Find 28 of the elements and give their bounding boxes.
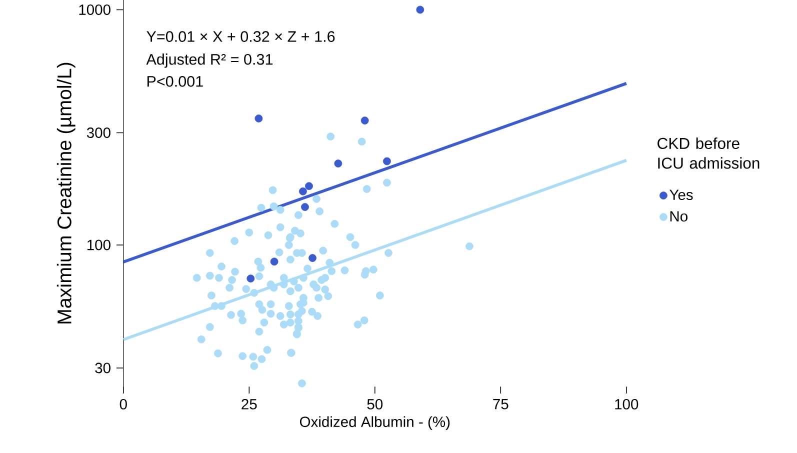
legend-title: CKD before ICU admission: [658, 138, 760, 169]
y-tick-label: 1000: [79, 4, 110, 16]
legend-label: No: [670, 211, 688, 222]
x-tick-label: 50: [367, 399, 383, 410]
x-tick-label: 75: [493, 399, 508, 410]
point: [416, 6, 424, 14]
y-axis-title: Maximium Creatinine (µmol/L): [56, 63, 76, 324]
y-tick-label: 100: [87, 240, 110, 250]
point: [305, 182, 313, 190]
point: [360, 116, 369, 125]
annotation: P<0.001: [147, 76, 203, 87]
legend-label: Yes: [670, 190, 693, 200]
x-tick-label: 25: [242, 399, 257, 410]
point: [301, 203, 309, 212]
point: [383, 157, 391, 166]
x-tick-label: 0: [120, 399, 127, 410]
point: [308, 254, 316, 262]
annotation: Adjusted R² = 0.31: [146, 54, 272, 68]
point: [246, 274, 255, 283]
point: [270, 258, 278, 266]
point: [334, 160, 342, 168]
y-tick-label: 300: [86, 128, 110, 138]
point: [299, 188, 307, 196]
point: [254, 114, 263, 123]
y-tick-label: 30: [95, 362, 110, 374]
x-tick-label: 100: [615, 399, 638, 410]
annotation: Y=0.01 × X + 0.32 × Z + 1.6: [146, 31, 335, 42]
x-axis-title: Oxidized Albumin - (%): [300, 416, 450, 430]
